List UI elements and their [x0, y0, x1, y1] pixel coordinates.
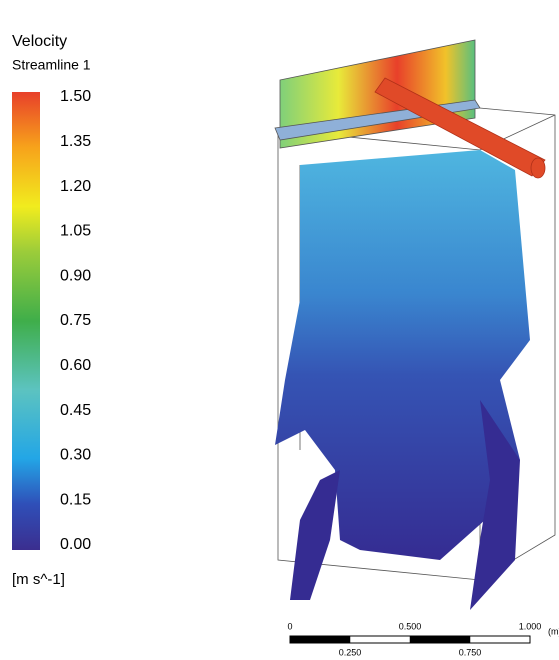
scale-tick-label: 0.250: [339, 647, 362, 657]
scale-tick-label: 1.000: [519, 621, 542, 631]
legend-tick-label: 0.90: [60, 267, 91, 284]
scale-unit: (m): [548, 626, 559, 636]
legend-title: Velocity: [12, 33, 67, 50]
legend-tick-label: 1.05: [60, 223, 91, 240]
legend-tick-label: 0.45: [60, 402, 91, 419]
legend-tick-label: 0.30: [60, 447, 91, 464]
legend-tick-label: 0.75: [60, 312, 91, 329]
legend-subtitle: Streamline 1: [12, 57, 91, 73]
legend-tick-label: 1.35: [60, 133, 91, 150]
legend-tick-label: 1.20: [60, 178, 91, 195]
scale-tick-label: 0: [287, 621, 292, 631]
viewer: Velocity Streamline 1 [m s^-1] (m) 1.50 1…: [0, 0, 559, 660]
legend-unit: [m s^-1]: [12, 571, 65, 588]
scale-tick-label: 0.500: [399, 621, 422, 631]
color-bar: [12, 92, 40, 550]
scale-tick-label: 0.750: [459, 647, 482, 657]
legend-tick-label: 1.50: [60, 88, 91, 105]
legend-tick-label: 0.15: [60, 491, 91, 508]
legend-tick-label: 0.00: [60, 536, 91, 553]
render: [275, 40, 555, 610]
legend-tick-label: 0.60: [60, 357, 91, 374]
